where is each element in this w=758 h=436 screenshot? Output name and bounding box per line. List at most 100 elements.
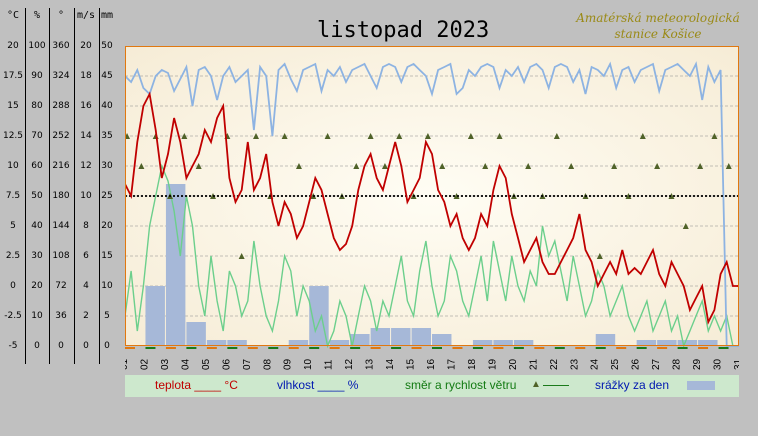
precip-bar: [677, 340, 698, 346]
tick-label: 35: [101, 131, 113, 141]
legend-humidity: vlhkost ____ %: [277, 378, 359, 392]
day-label: 27: [651, 358, 662, 370]
wind-direction-marker: [496, 133, 503, 139]
precip-bar: [186, 322, 206, 346]
tick-label: 10: [31, 311, 43, 321]
axis-separator: [25, 8, 26, 364]
precip-bar: [636, 340, 657, 346]
day-label: 06: [221, 358, 232, 370]
legend-temperature: teplota ____ °C: [155, 378, 238, 392]
chart-title: listopad 2023: [317, 18, 490, 43]
wind-direction-marker: [725, 163, 732, 169]
day-label: 28: [672, 358, 683, 370]
tick-label: -5: [8, 341, 18, 351]
axis-separator: [74, 8, 75, 364]
tick-label: 90: [31, 71, 43, 81]
legend: teplota ____ °C vlhkost ____ % směr a ry…: [125, 375, 739, 397]
day-label: 05: [201, 358, 212, 370]
legend-wind-line: [543, 385, 569, 386]
wind-direction-marker: [596, 253, 603, 259]
wind-direction-marker: [553, 133, 560, 139]
axis-separator: [99, 8, 100, 364]
tick-label: 7.5: [5, 191, 21, 201]
day-label: 15: [406, 358, 417, 370]
tick-label: 8: [83, 221, 89, 231]
precip-bar: [206, 340, 227, 346]
tick-label: 15: [7, 101, 19, 111]
wind-direction-marker: [324, 133, 331, 139]
tick-label: 18: [80, 71, 92, 81]
tick-label: 324: [52, 71, 70, 81]
series-temperature: [125, 91, 739, 325]
unit-label: mm: [100, 10, 114, 21]
tick-label: 72: [55, 281, 67, 291]
precip-bar: [411, 328, 431, 346]
tick-label: 12.5: [2, 131, 24, 141]
tick-label: 16: [80, 101, 92, 111]
day-label: 19: [487, 358, 498, 370]
precip-bar: [145, 286, 165, 346]
day-label: 09: [283, 358, 294, 370]
day-label: 30: [713, 358, 724, 370]
wind-direction-marker: [639, 133, 646, 139]
tick-label: 144: [52, 221, 70, 231]
precip-bar: [370, 328, 391, 346]
day-label: 29: [692, 358, 703, 370]
day-label: 01: [125, 358, 130, 370]
wind-direction-marker: [482, 163, 489, 169]
day-label: 25: [610, 358, 621, 370]
wind-direction-marker: [668, 193, 675, 199]
unit-label: m/s: [76, 10, 96, 21]
tick-label: 6: [83, 251, 89, 261]
wind-direction-marker: [396, 133, 403, 139]
tick-label: 216: [52, 161, 70, 171]
unit-label: %: [33, 10, 41, 21]
wind-direction-marker: [125, 133, 131, 139]
axis-separator: [49, 8, 50, 364]
tick-label: 80: [31, 101, 43, 111]
series-wind-speed: [125, 163, 739, 349]
precip-bar: [309, 286, 329, 346]
axis-panel: °C% ° m/s mm 20 17.5 15 12.5 10 7.5 5 2.5 0 -2.5 -5 100…: [0, 0, 125, 436]
tick-label: 14: [80, 131, 92, 141]
day-label: 26: [631, 358, 642, 370]
day-label: 20: [508, 358, 519, 370]
tick-label: 0: [58, 341, 64, 351]
day-label: 10: [303, 358, 314, 370]
legend-precip-swatch: [687, 381, 715, 390]
station-line-2: stanice Košice: [614, 27, 702, 41]
tick-label: -2.5: [4, 311, 22, 321]
tick-label: 12: [80, 161, 92, 171]
wind-direction-marker: [453, 193, 460, 199]
tick-label: 5: [10, 221, 16, 231]
day-label: 07: [242, 358, 253, 370]
tick-label: 40: [31, 221, 43, 231]
day-label: 18: [467, 358, 478, 370]
station-line-1: Amatérská meteorologická: [576, 11, 740, 25]
tick-label: 2.5: [5, 251, 21, 261]
wind-direction-marker: [525, 163, 532, 169]
tick-label: 25: [101, 191, 113, 201]
day-label: 12: [344, 358, 355, 370]
day-label: 31: [733, 358, 739, 370]
day-label: 02: [139, 358, 150, 370]
plot-frame: [125, 46, 739, 346]
day-label: 24: [590, 358, 601, 370]
tick-label: 20: [101, 221, 113, 231]
day-label: 21: [528, 358, 539, 370]
precip-bar: [698, 340, 718, 346]
series-humidity: [125, 61, 739, 347]
wind-direction-marker: [367, 133, 374, 139]
wind-direction-marker: [625, 193, 632, 199]
tick-label: 50: [101, 41, 113, 51]
tick-label: 100: [28, 41, 46, 51]
legend-precip: srážky za den: [595, 378, 670, 392]
wind-direction-marker: [238, 253, 245, 259]
day-label: 03: [160, 358, 171, 370]
precip-bar: [329, 340, 350, 346]
tick-label: 70: [31, 131, 43, 141]
wind-direction-marker: [252, 133, 259, 139]
precip-bar: [432, 334, 452, 346]
tick-label: 10: [80, 191, 92, 201]
tick-label: 20: [31, 281, 43, 291]
